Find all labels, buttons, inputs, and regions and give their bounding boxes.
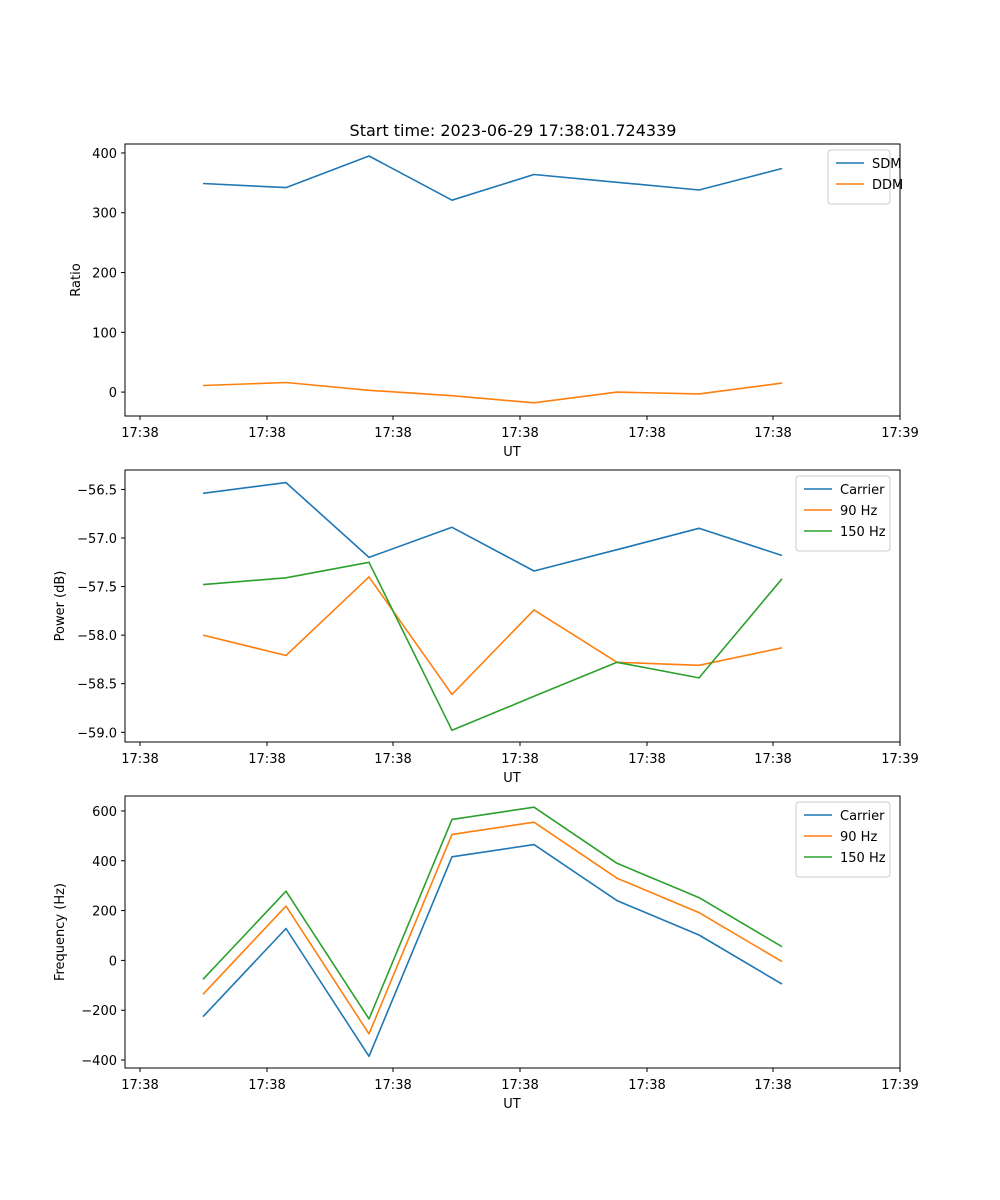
x-tick-label: 17:38: [501, 426, 538, 441]
series-line-sdm: [202, 155, 783, 201]
x-tick-label: 17:38: [248, 1078, 285, 1093]
series-line-carrier: [202, 843, 783, 1058]
series-line-ddm: [202, 381, 783, 404]
y-axis-label: Frequency (Hz): [53, 883, 68, 981]
x-tick-label: 17:38: [628, 426, 665, 441]
legend-label: 150 Hz: [840, 525, 886, 540]
legend-label: DDM: [872, 178, 903, 193]
legend-label: 90 Hz: [840, 830, 877, 845]
x-axis-label: UT: [503, 771, 521, 786]
legend-label: Carrier: [840, 809, 885, 824]
x-tick-label: 17:38: [501, 752, 538, 767]
y-tick-label: 400: [92, 855, 117, 870]
y-tick-label: −200: [81, 1004, 117, 1019]
x-tick-label: 17:39: [881, 426, 918, 441]
y-axis-label: Ratio: [69, 263, 84, 296]
y-tick-label: 0: [109, 386, 117, 401]
x-tick-label: 17:39: [881, 1078, 918, 1093]
legend-label: 90 Hz: [840, 504, 877, 519]
series-line-90-hz: [202, 576, 783, 696]
y-tick-label: 600: [92, 805, 117, 820]
legend-label: 150 Hz: [840, 851, 886, 866]
legend-box: [795, 801, 891, 878]
chart-panel-1: 17:38 17:38 17:38 17:38 17:38 17:38 17:39 UT 0 10…: [69, 143, 919, 460]
y-tick-label: −58.0: [77, 629, 117, 644]
x-tick-label: 17:38: [374, 1078, 411, 1093]
series-line-carrier: [202, 481, 783, 572]
y-tick-label: 200: [92, 267, 117, 282]
x-axis-label: UT: [503, 445, 521, 460]
series-line-90-hz: [202, 821, 783, 1035]
legend: Carrier 90 Hz 150 Hz: [795, 475, 891, 552]
chart-panel-3: 17:38 17:38 17:38 17:38 17:38 17:38 17:39 UT −40…: [53, 795, 919, 1112]
x-tick-label: 17:38: [754, 752, 791, 767]
x-tick-label: 17:38: [121, 1078, 158, 1093]
x-tick-label: 17:38: [754, 426, 791, 441]
y-tick-label: −57.0: [77, 532, 117, 547]
y-axis-label: Power (dB): [53, 571, 68, 642]
x-tick-label: 17:38: [754, 1078, 791, 1093]
series-line-150-hz: [202, 806, 783, 1020]
y-tick-label: 300: [92, 207, 117, 222]
plot-frame: [124, 143, 901, 417]
x-tick-label: 17:38: [248, 752, 285, 767]
legend-label: SDM: [872, 157, 901, 172]
x-tick-label: 17:38: [374, 426, 411, 441]
y-tick-label: −59.0: [77, 726, 117, 741]
chart-title: Start time: 2023-06-29 17:38:01.724339: [350, 121, 677, 140]
y-tick-label: −57.5: [77, 581, 117, 596]
legend: Carrier 90 Hz 150 Hz: [795, 801, 891, 878]
x-tick-label: 17:39: [881, 752, 918, 767]
plot-frame: [124, 469, 901, 743]
x-axis-label: UT: [503, 1097, 521, 1112]
y-tick-label: −56.5: [77, 483, 117, 498]
x-tick-label: 17:38: [628, 1078, 665, 1093]
x-tick-label: 17:38: [121, 426, 158, 441]
y-tick-label: 100: [92, 326, 117, 341]
plot-frame: [124, 795, 901, 1069]
y-tick-label: −58.5: [77, 678, 117, 693]
y-tick-label: 200: [92, 905, 117, 920]
x-tick-label: 17:38: [628, 752, 665, 767]
x-tick-label: 17:38: [374, 752, 411, 767]
y-tick-label: 0: [109, 954, 117, 969]
chart-panel-2: 17:38 17:38 17:38 17:38 17:38 17:38 17:39 UT −59…: [53, 469, 919, 786]
x-tick-label: 17:38: [121, 752, 158, 767]
legend: SDM DDM: [827, 149, 903, 205]
series-line-150-hz: [202, 561, 783, 732]
y-tick-label: 400: [92, 147, 117, 162]
x-tick-label: 17:38: [501, 1078, 538, 1093]
x-tick-label: 17:38: [248, 426, 285, 441]
legend-box: [795, 475, 891, 552]
y-tick-label: −400: [81, 1054, 117, 1069]
legend-label: Carrier: [840, 483, 885, 498]
